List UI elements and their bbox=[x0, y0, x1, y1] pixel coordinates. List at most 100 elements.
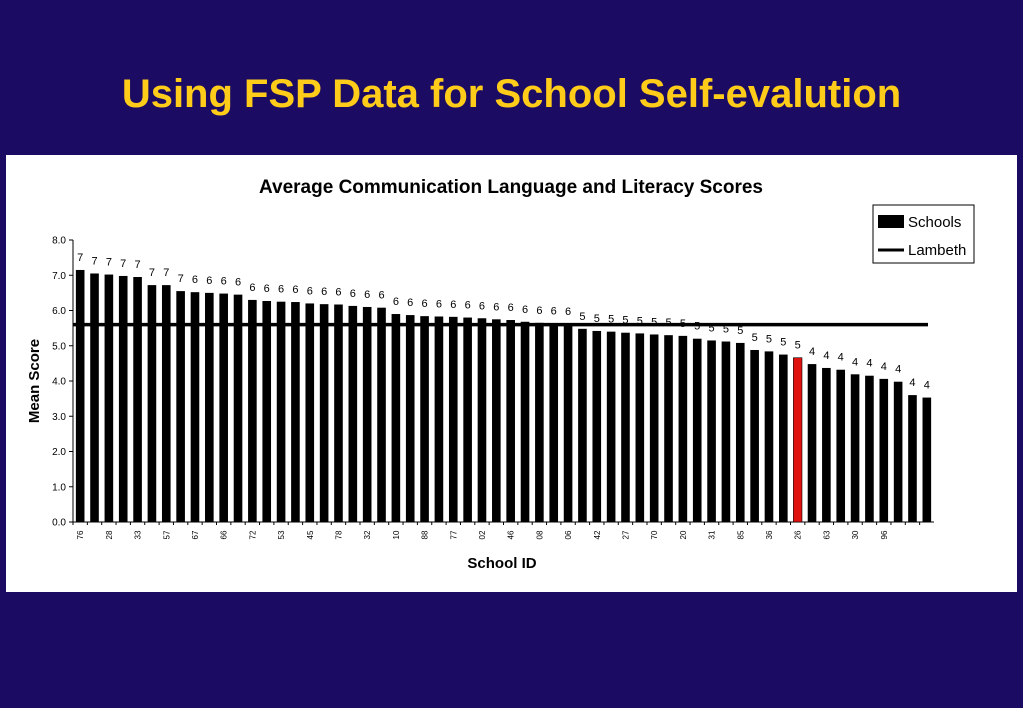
bar bbox=[248, 299, 257, 522]
x-tick-label: 26 bbox=[794, 530, 803, 539]
data-label: 4 bbox=[909, 377, 915, 389]
bar bbox=[305, 303, 315, 522]
slide-title: Using FSP Data for School Self-evalution bbox=[121, 72, 902, 116]
bar bbox=[147, 285, 157, 522]
x-tick-label: 10 bbox=[392, 530, 401, 539]
bar bbox=[836, 369, 846, 522]
x-tick-label: 72 bbox=[248, 530, 257, 539]
chart-panel: Average Communication Language and Liter… bbox=[6, 155, 1017, 592]
data-label: 7 bbox=[163, 267, 169, 279]
data-label: 6 bbox=[321, 286, 327, 298]
bar bbox=[606, 331, 616, 522]
bar bbox=[434, 316, 444, 522]
bar bbox=[764, 351, 774, 522]
bar bbox=[75, 269, 85, 522]
x-tick-label: 85 bbox=[736, 530, 745, 539]
x-tick-label: 70 bbox=[650, 530, 659, 539]
bar bbox=[405, 315, 415, 522]
x-tick-label: 36 bbox=[765, 530, 774, 539]
data-label: 6 bbox=[192, 274, 198, 286]
data-label: 5 bbox=[737, 325, 743, 337]
data-label: 7 bbox=[178, 273, 184, 285]
x-tick-label: 46 bbox=[507, 530, 516, 539]
x-tick-label: 42 bbox=[593, 530, 602, 539]
bar bbox=[865, 375, 874, 522]
x-axis-label: School ID bbox=[467, 555, 536, 572]
bar bbox=[664, 335, 673, 522]
bar bbox=[721, 341, 731, 522]
data-label: 5 bbox=[651, 316, 657, 328]
data-label: 7 bbox=[149, 267, 155, 279]
bar bbox=[90, 273, 99, 522]
data-label: 6 bbox=[565, 306, 571, 318]
data-label: 6 bbox=[264, 283, 270, 295]
data-label: 5 bbox=[709, 322, 715, 334]
legend: Schools Lambeth bbox=[872, 204, 975, 264]
bar bbox=[334, 304, 343, 522]
data-label: 5 bbox=[723, 324, 729, 336]
y-tick-label: 3.0 bbox=[52, 412, 66, 423]
data-label: 6 bbox=[407, 297, 413, 309]
bar bbox=[850, 374, 860, 522]
bar bbox=[291, 302, 300, 522]
legend-swatch-schools bbox=[878, 215, 904, 228]
bar bbox=[563, 324, 573, 522]
legend-label-schools: Schools bbox=[908, 214, 961, 231]
data-label: 6 bbox=[235, 277, 241, 289]
x-tick-label: 06 bbox=[564, 530, 573, 539]
bar bbox=[807, 364, 817, 522]
y-tick-label: 5.0 bbox=[52, 341, 66, 352]
bar bbox=[922, 397, 932, 522]
bar bbox=[377, 307, 386, 522]
y-tick-label: 2.0 bbox=[52, 447, 66, 458]
bar-chart: Average Communication Language and Liter… bbox=[26, 177, 975, 572]
x-ticks: 76 28 33 57 67 66 72 53 45 78 32 10 88 77 02 46 08 06 42 27… bbox=[72, 522, 921, 539]
data-label: 4 bbox=[866, 358, 872, 370]
data-label: 6 bbox=[551, 306, 557, 318]
data-label: 4 bbox=[924, 380, 930, 392]
bar bbox=[133, 277, 142, 522]
bar bbox=[262, 300, 272, 522]
bar bbox=[735, 342, 745, 522]
y-tick-label: 0.0 bbox=[52, 518, 66, 529]
data-label: 5 bbox=[766, 333, 772, 345]
data-label: 5 bbox=[622, 315, 628, 327]
bar bbox=[879, 378, 889, 522]
data-label: 6 bbox=[206, 275, 212, 287]
bar bbox=[635, 333, 645, 522]
data-label: 6 bbox=[436, 298, 442, 310]
bar bbox=[161, 285, 171, 522]
data-label: 6 bbox=[292, 284, 298, 296]
data-label: 5 bbox=[579, 311, 585, 323]
data-label: 6 bbox=[465, 300, 471, 312]
x-tick-label: 77 bbox=[449, 530, 458, 539]
data-label: 6 bbox=[364, 289, 370, 301]
bar bbox=[578, 328, 587, 522]
y-tick-label: 1.0 bbox=[52, 482, 66, 493]
x-tick-label: 33 bbox=[134, 530, 143, 539]
y-ticks: 0.0 1.0 2.0 3.0 4.0 5.0 6.0 7.0 8.0 bbox=[52, 236, 73, 529]
bar bbox=[420, 316, 429, 522]
data-label: 6 bbox=[350, 288, 356, 300]
x-tick-label: 78 bbox=[334, 530, 343, 539]
data-label: 5 bbox=[780, 337, 786, 349]
bar bbox=[692, 338, 702, 522]
bar bbox=[448, 316, 458, 522]
bar bbox=[190, 292, 200, 522]
x-tick-label: 96 bbox=[880, 530, 889, 539]
bar bbox=[463, 317, 472, 522]
x-tick-label: 02 bbox=[478, 530, 487, 539]
data-label: 5 bbox=[752, 332, 758, 344]
data-label: 6 bbox=[422, 298, 428, 310]
data-label: 6 bbox=[378, 290, 384, 302]
bar bbox=[233, 294, 243, 522]
x-tick-label: 67 bbox=[191, 530, 200, 539]
bar bbox=[678, 335, 688, 522]
data-label: 6 bbox=[249, 282, 255, 294]
bar bbox=[893, 381, 903, 522]
chart-title: Average Communication Language and Liter… bbox=[259, 177, 763, 198]
data-labels: 7 7 7 7 77 7 7 6 6 6 6 6 6 6 6 6 6 6 6 6 66 6 6 6 6 6 6 6 6 6 6 6 6 5 5 5 5 5… bbox=[77, 252, 930, 392]
x-tick-label: 66 bbox=[220, 530, 229, 539]
bar bbox=[549, 323, 559, 522]
data-label: 4 bbox=[881, 361, 887, 373]
